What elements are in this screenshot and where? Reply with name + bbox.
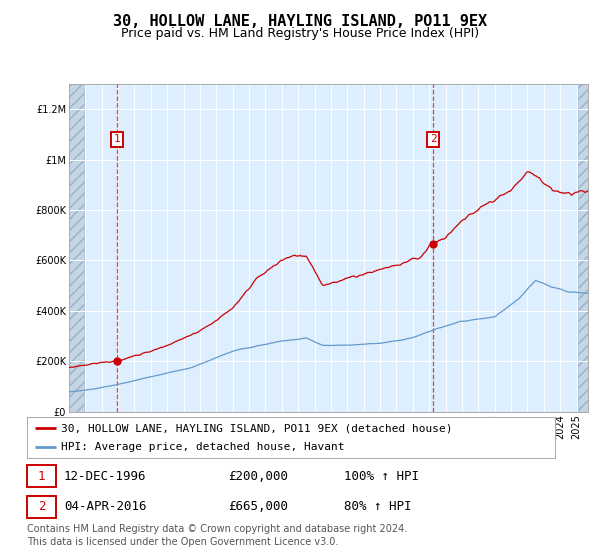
Bar xyxy=(578,84,588,412)
Text: Contains HM Land Registry data © Crown copyright and database right 2024.
This d: Contains HM Land Registry data © Crown c… xyxy=(27,524,407,547)
Text: 80% ↑ HPI: 80% ↑ HPI xyxy=(344,500,412,514)
Text: 04-APR-2016: 04-APR-2016 xyxy=(64,500,146,514)
Text: 2: 2 xyxy=(38,500,45,514)
Text: HPI: Average price, detached house, Havant: HPI: Average price, detached house, Hava… xyxy=(61,442,345,452)
FancyBboxPatch shape xyxy=(27,496,56,517)
Text: 30, HOLLOW LANE, HAYLING ISLAND, PO11 9EX (detached house): 30, HOLLOW LANE, HAYLING ISLAND, PO11 9E… xyxy=(61,423,453,433)
Text: £200,000: £200,000 xyxy=(227,469,287,483)
Text: 100% ↑ HPI: 100% ↑ HPI xyxy=(344,469,419,483)
Text: 30, HOLLOW LANE, HAYLING ISLAND, PO11 9EX: 30, HOLLOW LANE, HAYLING ISLAND, PO11 9E… xyxy=(113,14,487,29)
Text: 1: 1 xyxy=(114,134,121,144)
Text: £665,000: £665,000 xyxy=(227,500,287,514)
Text: Price paid vs. HM Land Registry's House Price Index (HPI): Price paid vs. HM Land Registry's House … xyxy=(121,27,479,40)
Text: 12-DEC-1996: 12-DEC-1996 xyxy=(64,469,146,483)
FancyBboxPatch shape xyxy=(27,465,56,487)
Text: 1: 1 xyxy=(38,469,45,483)
Text: 2: 2 xyxy=(430,134,437,144)
Bar xyxy=(69,84,84,412)
